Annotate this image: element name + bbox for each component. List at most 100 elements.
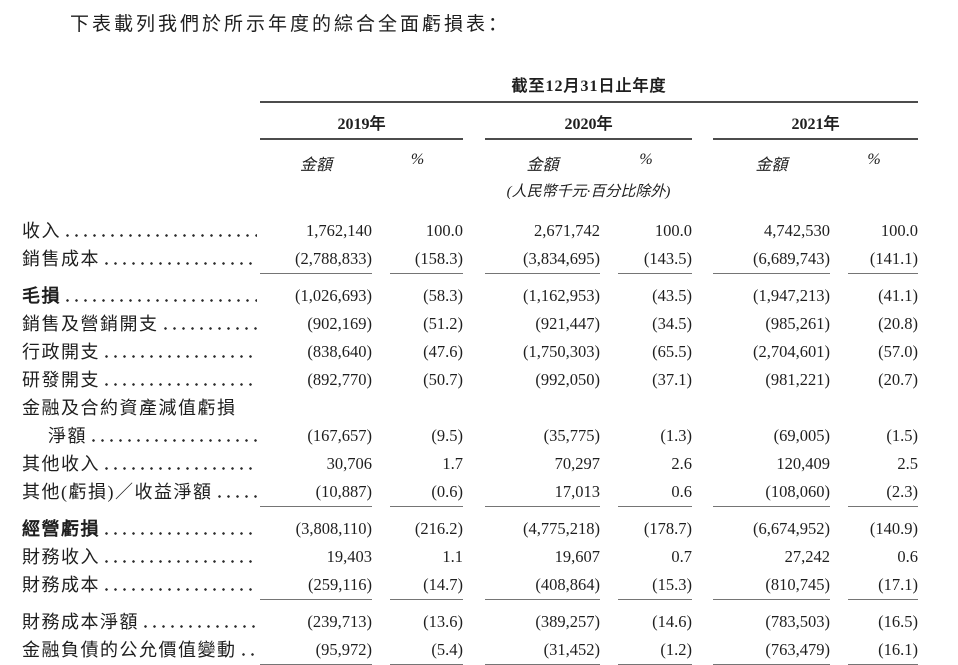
row-label-cell: 毛損 <box>22 282 260 310</box>
amount-value: (1,026,693) <box>295 286 372 305</box>
percent-value: 100.0 <box>654 221 692 240</box>
percent-value: (41.1) <box>878 286 918 305</box>
percent-value: (5.4) <box>390 636 463 665</box>
amount-value: 120,409 <box>776 454 830 473</box>
year-header-2020: 2020年 <box>485 103 692 140</box>
percent-value: (47.6) <box>423 342 463 361</box>
percent-value: (58.3) <box>423 286 463 305</box>
table-row: 財務收入 19,403 1.1 19,607 0.7 27,242 0.6 <box>22 543 918 571</box>
percent-value: (140.9) <box>869 519 918 538</box>
percent-value: (141.1) <box>848 245 918 274</box>
amount-column-header: 金額 <box>526 157 559 174</box>
percent-value: 1.7 <box>442 454 463 473</box>
amount-value: (95,972) <box>260 636 372 665</box>
percent-value: (1.5) <box>886 426 918 445</box>
year-header-2019: 2019年 <box>260 103 463 140</box>
percent-value: (20.8) <box>878 314 918 333</box>
row-label-cell: 金融負債的公允價值變動 <box>22 636 260 665</box>
row-label: 其他收入 <box>22 454 100 474</box>
amount-value: (783,503) <box>765 612 830 631</box>
row-label: 行政開支 <box>22 342 100 362</box>
amount-value: 4,742,530 <box>764 221 830 240</box>
percent-value: (43.5) <box>652 286 692 305</box>
row-label-cell: 收入 <box>22 217 260 245</box>
percent-value: 100.0 <box>880 221 918 240</box>
percent-value: (50.7) <box>423 370 463 389</box>
amount-value: (35,775) <box>543 426 600 445</box>
amount-value: (2,704,601) <box>753 342 830 361</box>
row-label-cell: 其他(虧損)／收益淨額 <box>22 478 260 507</box>
percent-value: (51.2) <box>423 314 463 333</box>
units-note: (人民幣千元·百分比除外) <box>506 184 671 200</box>
dot-leader <box>105 588 257 591</box>
dot-leader <box>163 327 257 330</box>
amount-value: 70,297 <box>554 454 600 473</box>
amount-value: (6,689,743) <box>713 245 830 274</box>
row-label-cell: 其他收入 <box>22 450 260 478</box>
row-label: 金融負債的公允價值變動 <box>22 640 237 660</box>
amount-value: 30,706 <box>326 454 372 473</box>
amount-value: (1,162,953) <box>523 286 600 305</box>
amount-value: 17,013 <box>485 478 600 507</box>
table-row: 銷售成本 (2,788,833) (158.3) (3,834,695) (143.5… <box>22 245 918 274</box>
row-label-cell: 財務收入 <box>22 543 260 571</box>
percent-value <box>390 394 463 422</box>
amount-value: (3,808,110) <box>295 519 372 538</box>
amount-value <box>260 394 372 422</box>
page-title: 下表載列我們於所示年度的綜合全面虧損表： <box>70 14 511 35</box>
table-row: 財務成本淨額 (239,713) (13.6) (389,257) (14.6) (78… <box>22 600 918 636</box>
percent-value: (17.1) <box>848 571 918 600</box>
table-body: 收入 1,762,140 100.0 2,671,742 100.0 4,742,530… <box>22 217 918 665</box>
amount-value: (1,750,303) <box>523 342 600 361</box>
row-label-cell: 淨額 <box>22 422 260 450</box>
percent-value: (216.2) <box>414 519 463 538</box>
percent-value: 1.1 <box>442 547 463 566</box>
percent-value: (34.5) <box>652 314 692 333</box>
percent-value: (158.3) <box>390 245 463 274</box>
dot-leader <box>105 262 257 265</box>
row-label-cell: 金融及合約資產減值虧損 <box>22 394 260 422</box>
row-label: 財務收入 <box>22 547 100 567</box>
amount-value: (167,657) <box>307 426 372 445</box>
percent-value: (1.3) <box>660 426 692 445</box>
dot-leader <box>105 467 257 470</box>
table-header: 截至12月31日止年度 2019年 2020年 2021年 金額 % 金額 % … <box>22 72 918 201</box>
table-row: 金融負債的公允價值變動 (95,972) (5.4) (31,452) (1.2) (7… <box>22 636 918 665</box>
percent-value: (15.3) <box>618 571 692 600</box>
row-label: 財務成本 <box>22 575 100 595</box>
row-label-cell: 研發開支 <box>22 366 260 394</box>
table-row: 金融及合約資產減值虧損 <box>22 394 918 422</box>
percent-value: 0.6 <box>618 478 692 507</box>
document-page: 下表載列我們於所示年度的綜合全面虧損表： 截至12月31日止年度 2019年 2… <box>0 12 958 665</box>
amount-value: (921,447) <box>535 314 600 333</box>
amount-value: 19,607 <box>554 547 600 566</box>
amount-value: (2,788,833) <box>260 245 372 274</box>
row-label-cell: 財務成本 <box>22 571 260 600</box>
row-label: 經營虧損 <box>22 519 100 539</box>
percent-column-header: % <box>410 151 425 168</box>
amount-value: (838,640) <box>307 342 372 361</box>
table-row: 淨額 (167,657) (9.5) (35,775) (1.3) (69,005) (1… <box>22 422 918 450</box>
percent-value: (20.7) <box>878 370 918 389</box>
row-label-cell: 銷售及營銷開支 <box>22 310 260 338</box>
amount-value <box>485 394 600 422</box>
table-row: 行政開支 (838,640) (47.6) (1,750,303) (65.5) (2,… <box>22 338 918 366</box>
dot-leader <box>105 560 257 563</box>
amount-value: 19,403 <box>326 547 372 566</box>
percent-value <box>618 394 692 422</box>
percent-value: (14.6) <box>652 612 692 631</box>
period-header: 截至12月31日止年度 <box>260 72 918 103</box>
percent-value: (37.1) <box>652 370 692 389</box>
row-label: 毛損 <box>22 286 61 306</box>
dot-leader <box>92 439 257 442</box>
amount-value: (810,745) <box>713 571 830 600</box>
dot-leader <box>105 532 257 535</box>
row-label: 其他(虧損)／收益淨額 <box>22 482 213 502</box>
row-label-cell: 財務成本淨額 <box>22 608 260 636</box>
percent-value: (1.2) <box>618 636 692 665</box>
percent-value: (9.5) <box>431 426 463 445</box>
percent-value: (143.5) <box>618 245 692 274</box>
amount-value: (4,775,218) <box>523 519 600 538</box>
amount-value: (259,116) <box>260 571 372 600</box>
amount-value: 1,762,140 <box>306 221 372 240</box>
